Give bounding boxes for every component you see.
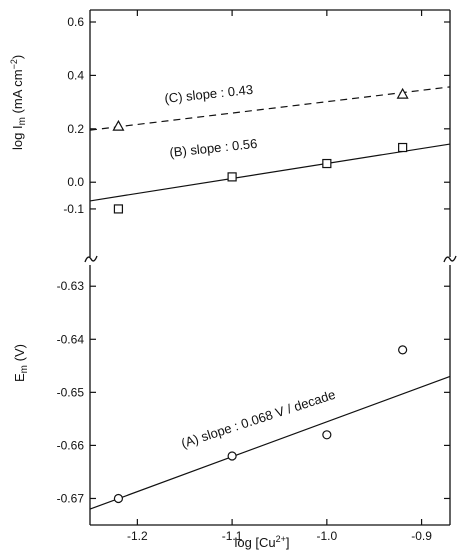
axis-break-left: [84, 255, 98, 263]
x-axis-title: log [Cu2+]: [234, 534, 289, 550]
point-upper-0-1: [396, 87, 409, 99]
x-tick-label-3: -0.9: [411, 529, 432, 543]
data-points: [112, 87, 409, 504]
x-tick-label-2: -1.0: [316, 529, 337, 543]
series-b-annotation: (B) slope : 0.56: [169, 136, 258, 160]
lower-y-ticks: -0.63 -0.64 -0.65 -0.66 -0.67: [57, 279, 450, 505]
lower-y-tick-label-3: -0.66: [57, 438, 85, 452]
fit-lines: [89, 86, 451, 510]
fit-line-upper-0: [89, 86, 451, 131]
x-ticks: -1.2 -1.1 -1.0 -0.9: [127, 10, 432, 543]
upper-y-ticks: 0.6 0.4 0.2 0.0 -0.1: [63, 15, 450, 216]
plot-frame: [84, 9, 457, 526]
fit-line-upper-1: [89, 143, 451, 202]
point-upper-1-1: [227, 172, 237, 182]
point-lower-0-3: [398, 345, 408, 355]
upper-y-tick-label-0: 0.6: [67, 15, 84, 29]
lower-y-tick-label-0: -0.63: [57, 279, 85, 293]
lower-y-tick-label-2: -0.65: [57, 385, 85, 399]
lower-y-tick-label-4: -0.67: [57, 491, 85, 505]
x-tick-label-0: -1.2: [127, 529, 148, 543]
point-upper-1-3: [398, 142, 408, 153]
fit-line-lower-0: [89, 375, 451, 510]
point-lower-0-1: [227, 451, 237, 461]
point-upper-1-2: [322, 158, 332, 169]
point-lower-0-2: [322, 430, 332, 440]
x-tick-label-1: -1.1: [222, 529, 243, 543]
upper-y-axis-title: log Im (mA cm−2): [9, 55, 28, 150]
point-upper-1-0: [113, 204, 124, 214]
point-upper-0-0: [112, 119, 125, 131]
series-c-annotation: (C) slope : 0.43: [164, 82, 254, 106]
upper-y-tick-label-4: -0.1: [63, 202, 84, 216]
upper-y-tick-label-1: 0.4: [67, 68, 84, 82]
lower-y-tick-label-1: -0.64: [57, 332, 85, 346]
lower-y-axis-title: Em (V): [12, 344, 30, 382]
upper-y-tick-label-2: 0.2: [67, 122, 84, 136]
point-lower-0-0: [113, 493, 124, 504]
upper-y-tick-label-3: 0.0: [67, 175, 84, 189]
axis-break-right: [443, 255, 457, 263]
series-a-annotation: (A) slope : 0.068 V / decade: [179, 387, 337, 451]
